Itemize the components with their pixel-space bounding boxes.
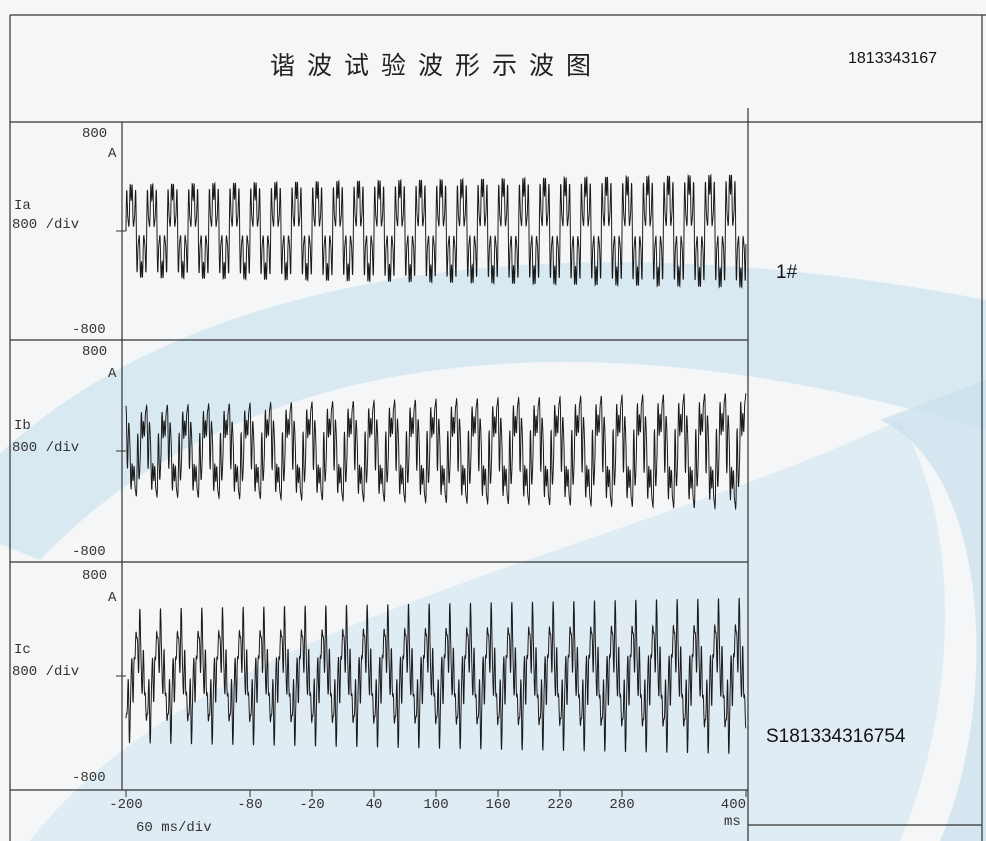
ib-ymax-label: 800 [82, 344, 108, 360]
ia-scale-label: 800 /div [12, 217, 80, 233]
report-number: 1813343167 [848, 50, 937, 67]
waveform-traces [116, 173, 747, 754]
x-tick-label: -20 [299, 797, 325, 813]
trace-ic [125, 597, 747, 754]
chart-title: 谐波试验波形示波图 [270, 51, 604, 80]
watermark-arc-right [880, 380, 986, 841]
x-unit-label: ms [724, 814, 741, 830]
x-tick-label: 280 [609, 797, 635, 813]
side-serial: S181334316754 [766, 726, 906, 747]
ic-ymax-label: 800 [82, 568, 108, 584]
x-tick-label: -80 [237, 797, 263, 813]
ia-ymin-label: -800 [72, 322, 106, 338]
ib-ymin-label: -800 [72, 544, 106, 560]
ib-unit-label: A [108, 366, 117, 382]
ic-channel-name: Ic [14, 642, 31, 658]
x-tick-label: 220 [547, 797, 573, 813]
trace-ib [125, 393, 747, 511]
x-tick-label: -200 [109, 797, 143, 813]
x-scale-label: 60 ms/div [136, 820, 212, 836]
x-tick-label: 160 [485, 797, 511, 813]
x-tick-label: 40 [365, 797, 383, 813]
side-tag: 1# [776, 262, 798, 283]
x-tick-label: 400 [720, 797, 747, 813]
ia-ymax-label: 800 [82, 126, 108, 142]
ib-scale-label: 800 /div [12, 440, 80, 456]
ia-channel-name: Ia [14, 198, 31, 214]
x-axis-ticks [125, 790, 747, 797]
ib-channel-name: Ib [14, 418, 31, 434]
ic-unit-label: A [108, 590, 117, 606]
ic-scale-label: 800 /div [12, 664, 80, 680]
watermark-arc-upper [0, 262, 986, 560]
ic-ymin-label: -800 [72, 770, 106, 786]
x-tick-label: 100 [423, 797, 449, 813]
ia-unit-label: A [108, 146, 117, 162]
trace-ia [125, 173, 747, 290]
